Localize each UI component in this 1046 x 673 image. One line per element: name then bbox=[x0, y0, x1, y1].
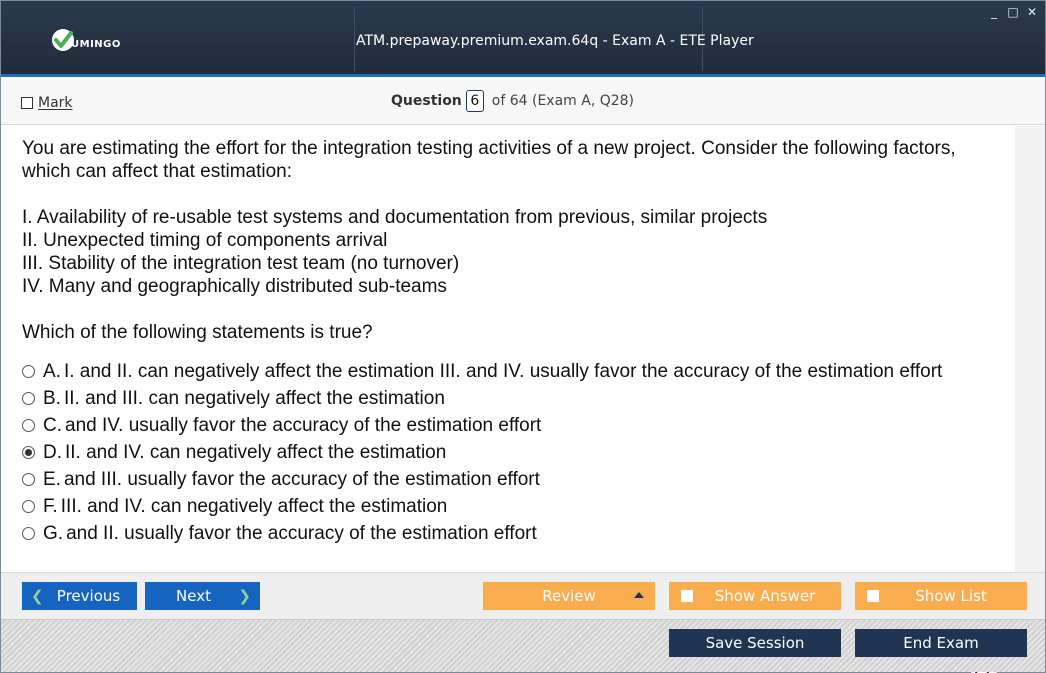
question-intro: You are estimating the effort for the in… bbox=[22, 137, 1012, 183]
question-counter: Question 6 of 64 (Exam A, Q28) bbox=[391, 90, 634, 112]
maximize-button[interactable]: □ bbox=[1007, 5, 1019, 19]
question-intro-line: You are estimating the effort for the in… bbox=[22, 138, 956, 159]
chevron-right-icon: ❯ bbox=[238, 587, 251, 605]
caret-up-icon bbox=[634, 592, 644, 598]
content-scrollbar[interactable] bbox=[1015, 126, 1045, 572]
answer-option-b[interactable]: B. II. and III. can negatively affect the… bbox=[22, 385, 1012, 412]
option-letter: A. bbox=[43, 360, 61, 382]
option-radio[interactable] bbox=[22, 365, 35, 378]
logo-text: UMINGO bbox=[71, 39, 121, 50]
option-radio[interactable] bbox=[22, 500, 35, 513]
option-radio[interactable] bbox=[22, 446, 35, 459]
answer-option-g[interactable]: G. and II. usually favor the accuracy of … bbox=[22, 520, 1012, 547]
answer-option-c[interactable]: C. and IV. usually favor the accuracy of … bbox=[22, 412, 1012, 439]
previous-label: Previous bbox=[56, 587, 121, 605]
option-text: II. and III. can negatively affect the e… bbox=[63, 387, 445, 409]
question-content: You are estimating the effort for the in… bbox=[1, 126, 1015, 673]
factor-item: I. Availability of re-usable test system… bbox=[22, 207, 768, 228]
mark-label: Mark bbox=[38, 95, 73, 111]
question-prompt: Which of the following statements is tru… bbox=[22, 322, 373, 343]
option-letter: D. bbox=[43, 441, 62, 463]
window-title: ATM.prepaway.premium.exam.64q - Exam A -… bbox=[356, 33, 754, 49]
title-bar: UMINGO ATM.prepaway.premium.exam.64q - E… bbox=[1, 1, 1045, 77]
question-number-input[interactable]: 6 bbox=[465, 90, 484, 112]
question-word: Question bbox=[391, 93, 462, 109]
navigation-bar: ❮ Previous Next ❯ Review Show Answer Sho… bbox=[1, 572, 1045, 619]
factor-item: III. Stability of the integration test t… bbox=[22, 253, 460, 274]
answer-options: A. I. and II. can negatively affect the e… bbox=[22, 358, 1012, 547]
option-radio[interactable] bbox=[22, 392, 35, 405]
end-exam-button[interactable]: End Exam bbox=[855, 629, 1027, 657]
option-letter: G. bbox=[43, 522, 64, 544]
review-label: Review bbox=[542, 587, 596, 605]
review-button[interactable]: Review bbox=[483, 582, 655, 610]
option-letter: C. bbox=[43, 414, 62, 436]
mark-checkbox-box[interactable] bbox=[21, 97, 33, 109]
answer-option-e[interactable]: E. and III. usually favor the accuracy of… bbox=[22, 466, 1012, 493]
close-button[interactable]: ✕ bbox=[1026, 5, 1038, 19]
minimize-button[interactable]: _ bbox=[991, 5, 997, 19]
factor-item: II. Unexpected timing of components arri… bbox=[22, 230, 388, 251]
show-answer-button[interactable]: Show Answer bbox=[669, 582, 841, 610]
option-text: III. and IV. can negatively affect the e… bbox=[60, 495, 448, 517]
option-text: and IV. usually favor the accuracy of th… bbox=[65, 414, 542, 436]
answer-option-a[interactable]: A. I. and II. can negatively affect the e… bbox=[22, 358, 1012, 385]
answer-option-d[interactable]: D. II. and IV. can negatively affect the … bbox=[22, 439, 1012, 466]
chevron-left-icon: ❮ bbox=[31, 587, 44, 605]
show-answer-label: Show Answer bbox=[714, 587, 816, 605]
show-answer-checkbox[interactable] bbox=[681, 590, 693, 602]
question-intro-line: which can affect that estimation: bbox=[22, 161, 293, 182]
factor-item: IV. Many and geographically distributed … bbox=[22, 276, 447, 297]
option-text: and II. usually favor the accuracy of th… bbox=[66, 522, 537, 544]
next-button[interactable]: Next ❯ bbox=[145, 582, 260, 610]
option-radio[interactable] bbox=[22, 527, 35, 540]
show-list-button[interactable]: Show List bbox=[855, 582, 1027, 610]
previous-button[interactable]: ❮ Previous bbox=[22, 582, 137, 610]
vumingo-logo-icon bbox=[52, 29, 74, 51]
footer-bar: Save Session End Exam bbox=[1, 619, 1045, 672]
question-meta: of 64 (Exam A, Q28) bbox=[491, 93, 635, 109]
title-separator bbox=[354, 7, 355, 71]
option-letter: F. bbox=[43, 495, 58, 517]
next-label: Next bbox=[176, 587, 211, 605]
option-text: I. and II. can negatively affect the est… bbox=[63, 360, 943, 382]
option-radio[interactable] bbox=[22, 419, 35, 432]
show-list-checkbox[interactable] bbox=[867, 590, 879, 602]
answer-option-f[interactable]: F. III. and IV. can negatively affect the… bbox=[22, 493, 1012, 520]
title-separator bbox=[702, 7, 703, 71]
question-text: You are estimating the effort for the in… bbox=[22, 137, 1012, 367]
option-text: and III. usually favor the accuracy of t… bbox=[63, 468, 540, 490]
factor-list: I. Availability of re-usable test system… bbox=[22, 206, 1012, 298]
option-text: II. and IV. can negatively affect the es… bbox=[65, 441, 447, 463]
question-bar: Mark Question 6 of 64 (Exam A, Q28) bbox=[1, 80, 1045, 125]
option-letter: E. bbox=[43, 468, 61, 490]
mark-checkbox[interactable]: Mark bbox=[21, 95, 73, 111]
show-list-label: Show List bbox=[915, 587, 987, 605]
save-session-button[interactable]: Save Session bbox=[669, 629, 841, 657]
window-controls: _ □ ✕ bbox=[987, 5, 1039, 19]
option-radio[interactable] bbox=[22, 473, 35, 486]
option-letter: B. bbox=[43, 387, 61, 409]
